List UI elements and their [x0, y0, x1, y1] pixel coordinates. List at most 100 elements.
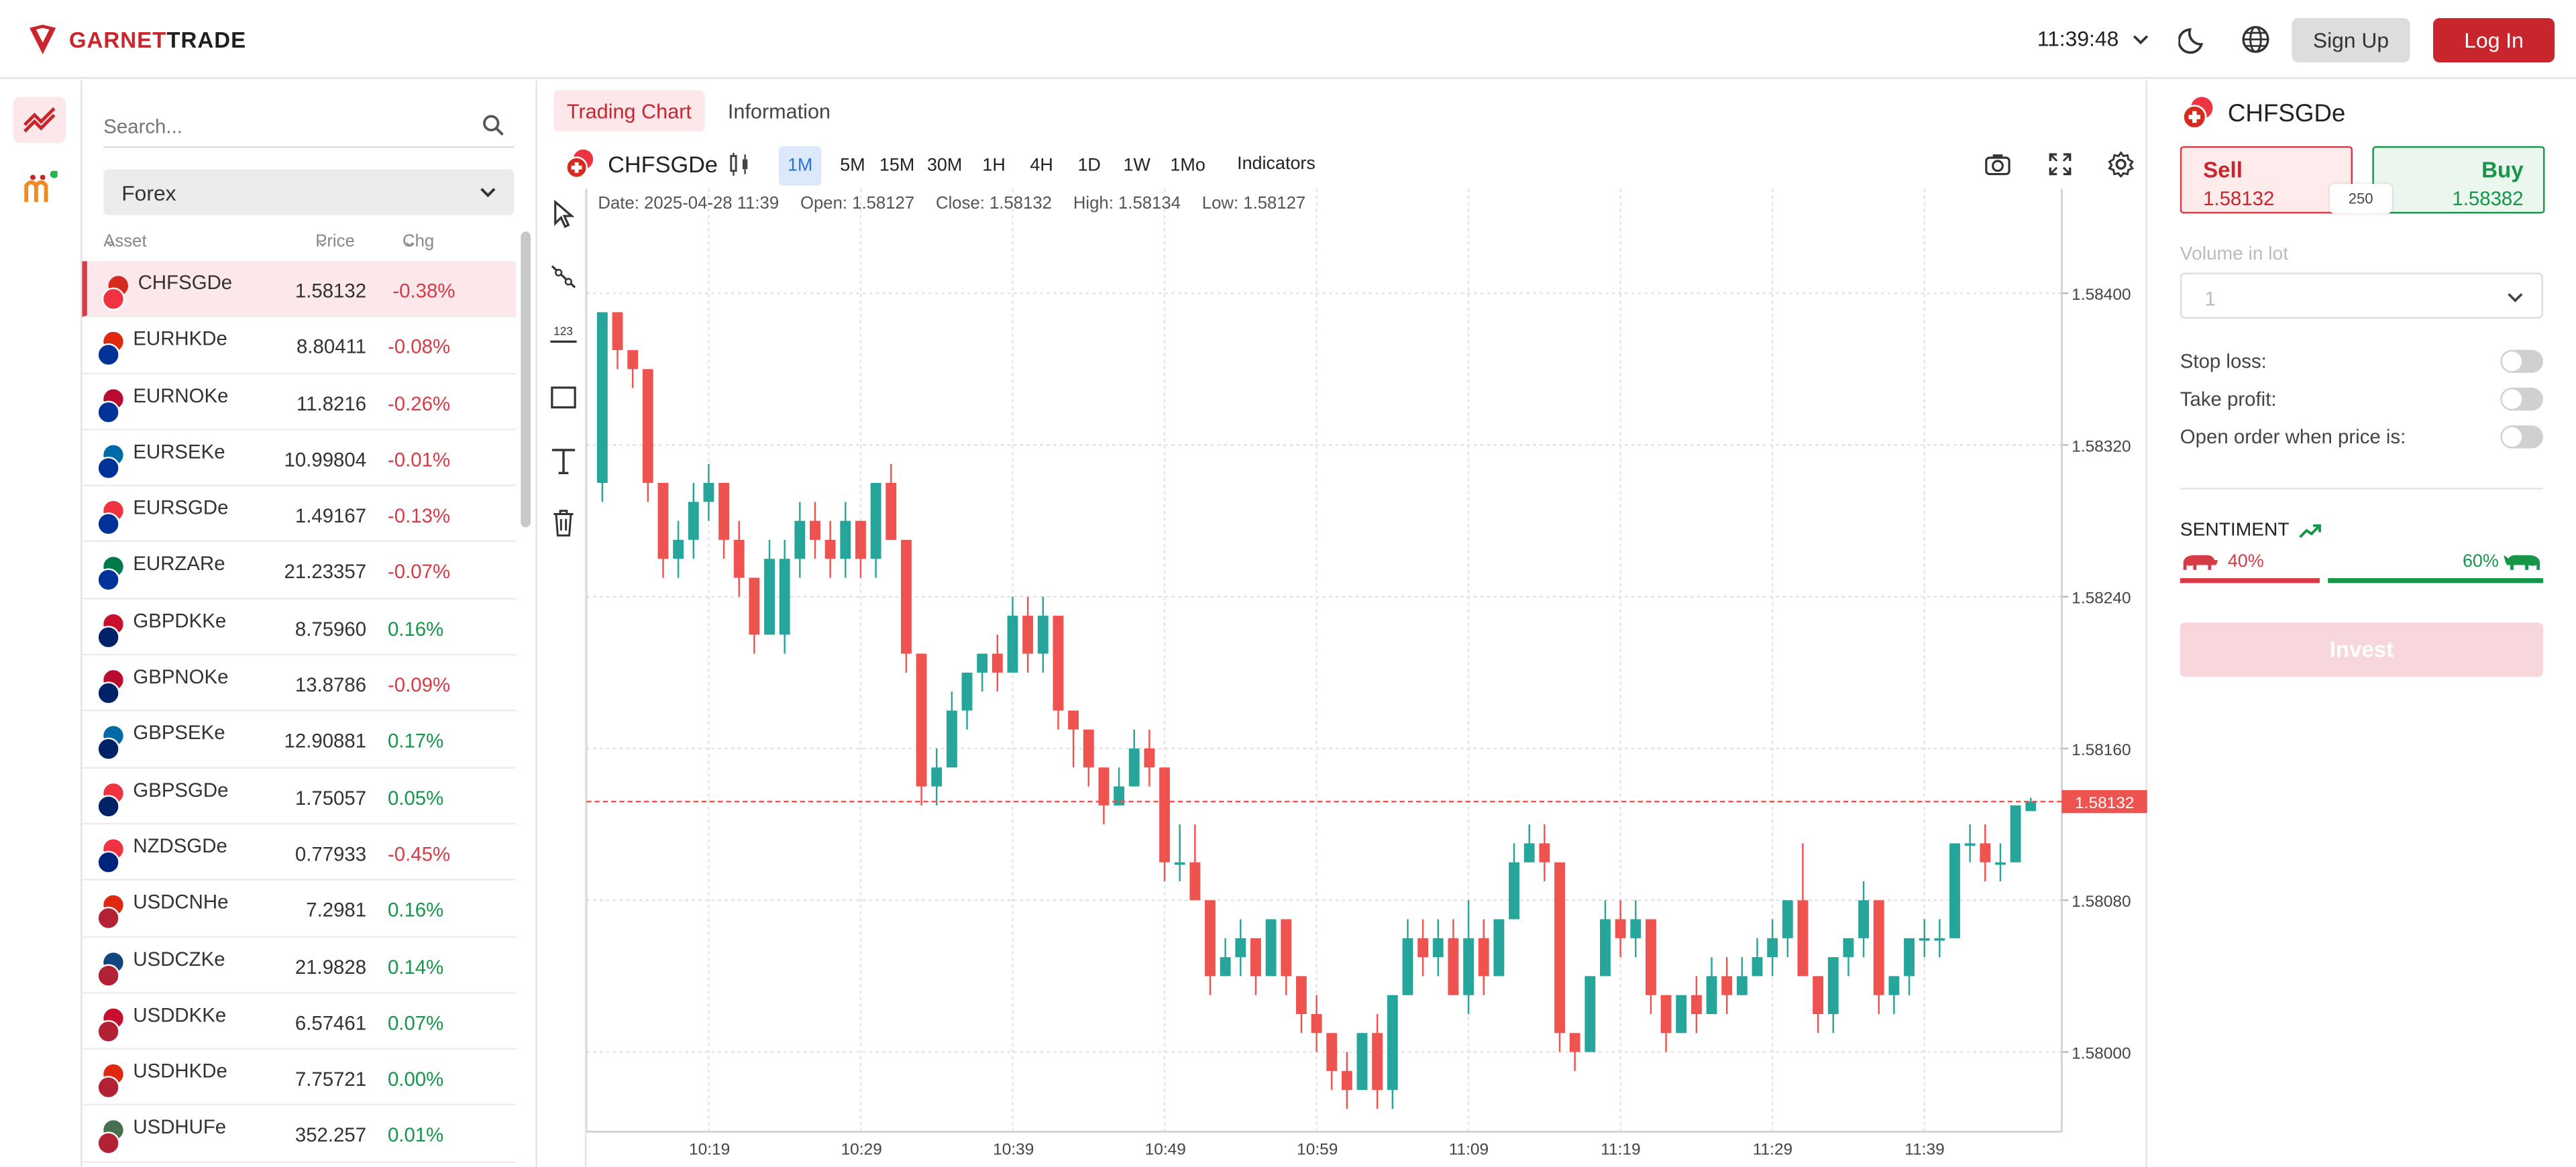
candle-down — [1645, 919, 1656, 995]
candlestick-chart[interactable]: 1.58400 1.58320 1.58240 1.58160 1.58080 1.580… — [586, 188, 2147, 1167]
candle-up — [1265, 919, 1277, 977]
candle-down — [916, 653, 927, 787]
candle-down — [1554, 862, 1565, 1034]
timeframe-5m[interactable]: 5M — [840, 156, 865, 176]
timeframe-30m[interactable]: 30M — [926, 156, 963, 176]
col-chg[interactable]: Chg ⌄ — [402, 231, 435, 252]
settings-gear-icon[interactable] — [2108, 151, 2135, 178]
search-input[interactable] — [103, 110, 457, 144]
candle-down — [627, 350, 639, 370]
candle-down — [733, 539, 745, 578]
clock[interactable]: 11:39:48 — [2037, 26, 2149, 51]
timeframe-1m[interactable]: 1M — [778, 146, 822, 186]
open-order-toggle[interactable] — [2500, 425, 2544, 449]
tab-information[interactable]: Information — [727, 99, 831, 123]
asset-row[interactable]: GBPSGDe 1.75057 0.05% — [82, 768, 516, 825]
moon-icon[interactable] — [2178, 23, 2211, 56]
asset-row[interactable]: USDCNHe 7.2981 0.16% — [82, 881, 516, 938]
candle-up — [1949, 843, 1960, 938]
asset-row[interactable]: USDHUFe 352.257 0.01% — [82, 1106, 516, 1163]
candle-up — [688, 502, 699, 540]
chf-sgd-flag-icon — [2182, 97, 2213, 129]
candle-down — [885, 483, 897, 540]
asset-row[interactable]: USDCZKe 21.9828 0.14% — [82, 937, 516, 994]
asset-row[interactable]: GBPNOKe 13.8786 -0.09% — [82, 655, 516, 712]
candle-up — [1736, 976, 1748, 995]
current-price-label: 1.58132 — [2075, 794, 2134, 812]
info-date: Date: 2025-04-28 11:39 — [598, 193, 780, 214]
log-in-button[interactable]: Log In — [2432, 17, 2555, 63]
candle-up — [2025, 801, 2037, 812]
asset-change: -0.45% — [387, 842, 451, 866]
candle-up — [977, 653, 988, 673]
fullscreen-icon[interactable] — [2049, 153, 2072, 176]
currency-pair-flag-icon — [97, 614, 123, 649]
asset-row[interactable]: EURNOKe 11.8216 -0.26% — [82, 374, 516, 431]
asset-row[interactable]: CHFSGDe 1.58132 -0.38% — [82, 261, 516, 318]
candle-down — [612, 312, 623, 351]
take-profit-toggle[interactable] — [2500, 387, 2544, 411]
chart-symbol[interactable]: CHFSGDe — [565, 149, 718, 179]
candle-down — [900, 539, 912, 654]
cursor-arrow-icon[interactable] — [549, 199, 578, 229]
trend-line-icon[interactable] — [549, 261, 578, 290]
sign-up-button[interactable]: Sign Up — [2292, 17, 2410, 63]
col-price[interactable]: Price ⌄ — [315, 231, 355, 252]
timeframe-15m[interactable]: 15M — [879, 156, 915, 176]
rail-item-trading[interactable] — [13, 97, 66, 144]
candle-down — [1539, 843, 1550, 863]
category-select[interactable]: Forex — [103, 169, 515, 215]
asset-row[interactable]: EURZARe 21.23357 -0.07% — [82, 543, 516, 600]
col-asset[interactable]: Asset ⌄ — [103, 231, 147, 252]
rectangle-icon[interactable] — [549, 383, 578, 412]
candle-down — [1295, 976, 1307, 1014]
asset-row[interactable]: EURHKDe 8.80411 -0.08% — [82, 317, 516, 374]
stop-loss-toggle[interactable] — [2500, 349, 2544, 373]
camera-icon[interactable] — [1984, 153, 2010, 176]
currency-pair-flag-icon — [101, 276, 129, 311]
timeframe-1w[interactable]: 1W — [1123, 156, 1150, 176]
logo[interactable]: GARNETTRADE — [26, 23, 246, 56]
stop-loss-row: Stop loss: — [2180, 349, 2544, 380]
rail-item-app[interactable] — [13, 166, 66, 212]
sell-button[interactable]: Sell 1.58132 — [2180, 146, 2353, 214]
timeframe-1h[interactable]: 1H — [982, 156, 1006, 176]
asset-row[interactable]: USDHKDe 7.75721 0.00% — [82, 1050, 516, 1107]
indicators-button[interactable]: Indicators — [1237, 154, 1316, 174]
y-tick-label: 1.58000 — [2072, 1044, 2131, 1062]
search-box[interactable] — [103, 110, 515, 148]
asset-row[interactable]: GBPDKKe 8.75960 0.16% — [82, 599, 516, 656]
globe-icon[interactable] — [2239, 23, 2272, 56]
chart-area[interactable]: 1.58400 1.58320 1.58240 1.58160 1.58080 1.580… — [586, 188, 2147, 1167]
search-icon[interactable] — [482, 113, 504, 136]
asset-row[interactable]: USDDKKe 6.57461 0.07% — [82, 993, 516, 1050]
sentiment-header: SENTIMENT — [2180, 520, 2322, 541]
candle-up — [1888, 976, 1900, 995]
candle-up — [673, 539, 684, 559]
trash-icon[interactable] — [549, 508, 578, 537]
scrollbar[interactable] — [521, 231, 531, 528]
buy-button[interactable]: Buy 1.58382 — [2372, 146, 2545, 214]
candle-up — [1995, 862, 2006, 865]
candlestick-type-icon[interactable] — [726, 151, 752, 177]
asset-row[interactable]: EURSEKe 10.99804 -0.01% — [82, 430, 516, 487]
asset-row[interactable]: EURSGDe 1.49167 -0.13% — [82, 486, 516, 543]
currency-pair-flag-icon — [97, 839, 123, 874]
x-tick-label: 11:39 — [1904, 1141, 1944, 1159]
tab-trading-chart[interactable]: Trading Chart — [553, 90, 705, 131]
invest-button[interactable]: Invest — [2180, 622, 2544, 677]
chf-sgd-flag-icon — [566, 149, 594, 179]
asset-price: 12.90881 — [284, 730, 367, 753]
timeframe-1mo[interactable]: 1Mo — [1170, 156, 1205, 176]
timeframe-4h[interactable]: 4H — [1030, 156, 1053, 176]
timeframe-1d[interactable]: 1D — [1077, 156, 1101, 176]
currency-pair-flag-icon — [97, 388, 123, 423]
measure-123-icon[interactable]: 123 — [549, 321, 578, 350]
x-tick-label: 11:29 — [1753, 1141, 1792, 1159]
asset-price: 10.99804 — [284, 448, 367, 471]
text-tool-icon[interactable] — [549, 445, 578, 475]
volume-select[interactable]: 1 — [2180, 272, 2544, 319]
asset-row[interactable]: GBPSEKe 12.90881 0.17% — [82, 712, 516, 769]
asset-row[interactable]: NZDSGDe 0.77933 -0.45% — [82, 824, 516, 881]
currency-pair-flag-icon — [97, 501, 123, 536]
